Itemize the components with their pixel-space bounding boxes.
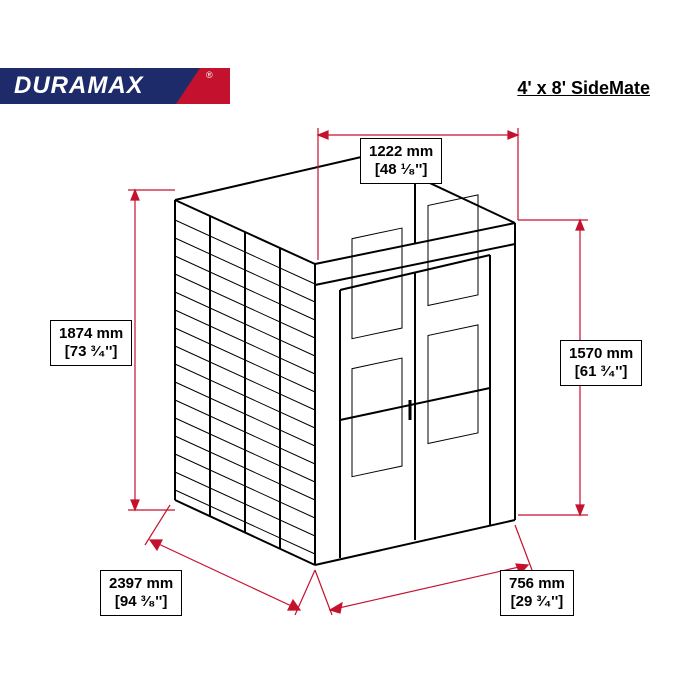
dim-height-front: 1570 mm [61 ³⁄₄''] bbox=[560, 340, 642, 386]
registered-mark: ® bbox=[206, 70, 213, 80]
dim-depth: 2397 mm [94 ³⁄₈''] bbox=[100, 570, 182, 616]
dim-front-width: 756 mm [29 ³⁄₄''] bbox=[500, 570, 574, 616]
brand-logo: DURAMAX ® bbox=[0, 68, 230, 104]
brand-logo-text: DURAMAX bbox=[0, 68, 200, 104]
dim-height-back: 1874 mm [73 ³⁄₄''] bbox=[50, 320, 132, 366]
dim-roof-width: 1222 mm [48 ¹⁄₈''] bbox=[360, 138, 442, 184]
dimension-diagram: 1222 mm [48 ¹⁄₈''] 1874 mm [73 ³⁄₄''] 15… bbox=[40, 120, 660, 660]
product-title: 4' x 8' SideMate bbox=[517, 78, 650, 99]
